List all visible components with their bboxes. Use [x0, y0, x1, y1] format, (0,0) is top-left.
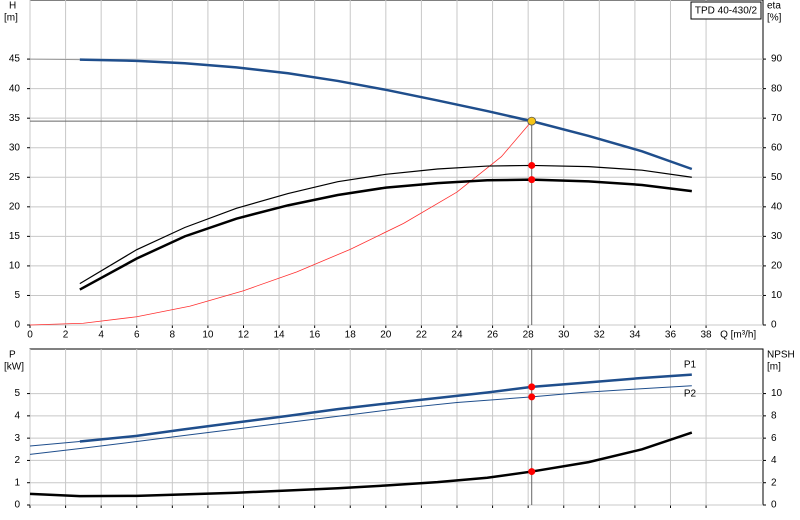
x-axis-label: Q [m³/h]	[720, 330, 756, 341]
y-tick-label: 2	[14, 455, 20, 466]
x-tick-label: 28	[523, 330, 535, 341]
series-line	[29, 440, 80, 447]
y-tick-label: 45	[9, 54, 21, 65]
y-axis-unit: [kW]	[4, 362, 24, 373]
x-tick-label: 34	[629, 330, 641, 341]
series-label: P2	[684, 388, 697, 399]
y-axis-unit: [m]	[4, 13, 18, 24]
x-tick-label: 38	[701, 330, 713, 341]
y-tick-label: 4	[14, 410, 20, 421]
x-tick-label: 10	[202, 330, 214, 341]
point-marker	[528, 393, 536, 401]
x-tick-label: 30	[558, 330, 570, 341]
y2-tick-label: 70	[771, 113, 783, 124]
y2-tick-label: 20	[771, 261, 783, 272]
plot-area	[29, 348, 764, 506]
point-marker	[528, 468, 536, 476]
tag: TPD 40-430/2	[695, 6, 758, 17]
point-marker	[528, 176, 536, 184]
y2-tick-label: 60	[771, 142, 783, 153]
plot-area	[29, 0, 764, 326]
x-tick-label: 26	[487, 330, 499, 341]
y-tick-label: 10	[9, 261, 21, 272]
series-line	[79, 58, 693, 171]
series-line	[79, 373, 692, 443]
y2-tick-label: 80	[771, 83, 783, 94]
y-axis-label: P	[9, 350, 16, 361]
y-tick-label: 3	[14, 433, 20, 444]
y2-tick-label: 0	[771, 500, 777, 511]
y-tick-label: 15	[9, 231, 21, 242]
y2-axis-unit: [m]	[767, 362, 781, 373]
x-tick-label: 8	[170, 330, 176, 341]
y2-tick-label: 50	[771, 172, 783, 183]
y-tick-label: 25	[9, 172, 21, 183]
y2-tick-label: 10	[771, 388, 783, 399]
y2-tick-label: 10	[771, 290, 783, 301]
x-tick-label: 18	[345, 330, 357, 341]
y2-tick-label: 30	[771, 231, 783, 242]
x-tick-label: 14	[274, 330, 286, 341]
x-tick-label: 24	[451, 330, 463, 341]
y-tick-label: 0	[14, 320, 20, 331]
y-axis-label: H	[9, 1, 16, 12]
series-line	[29, 431, 693, 498]
x-tick-label: 0	[27, 330, 33, 341]
x-tick-label: 6	[134, 330, 140, 341]
y2-axis-unit: [%]	[767, 13, 782, 24]
y2-tick-label: 90	[771, 54, 783, 65]
series-line	[79, 164, 692, 285]
x-tick-label: 12	[238, 330, 250, 341]
y2-tick-label: 40	[771, 201, 783, 212]
y-tick-label: 0	[14, 500, 20, 511]
series-label: P1	[684, 359, 697, 370]
y-tick-label: 5	[14, 290, 20, 301]
y2-tick-label: 6	[771, 433, 777, 444]
y-tick-label: 35	[9, 113, 21, 124]
duty-point	[527, 116, 537, 126]
x-tick-label: 4	[98, 330, 104, 341]
y2-tick-label: 4	[771, 455, 777, 466]
y-tick-label: 30	[9, 142, 21, 153]
y2-tick-label: 0	[771, 320, 777, 331]
point-marker	[528, 383, 536, 391]
x-tick-label: 32	[594, 330, 606, 341]
tag-box	[690, 1, 762, 20]
y2-axis-label: eta	[767, 1, 781, 12]
y-tick-label: 5	[14, 388, 20, 399]
y-tick-label: 40	[9, 83, 21, 94]
y2-tick-label: 8	[771, 410, 777, 421]
series-line	[29, 385, 692, 455]
x-tick-label: 22	[416, 330, 428, 341]
y2-axis-label: NPSH	[767, 350, 795, 361]
x-tick-label: 20	[380, 330, 392, 341]
y2-tick-label: 2	[771, 477, 777, 488]
series-line	[79, 178, 692, 291]
y-tick-label: 1	[14, 477, 20, 488]
x-tick-label: 2	[63, 330, 69, 341]
x-tick-label: 36	[665, 330, 677, 341]
x-tick-label: 16	[309, 330, 321, 341]
series-line	[29, 58, 80, 61]
point-marker	[528, 161, 536, 169]
y-tick-label: 20	[9, 201, 21, 212]
